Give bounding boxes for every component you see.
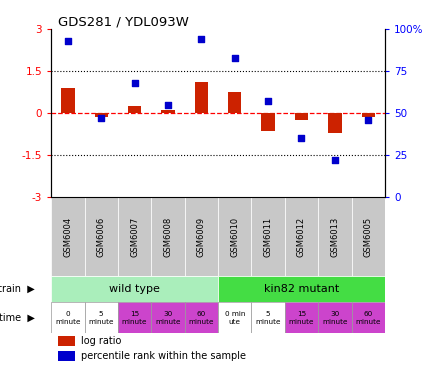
Point [264, 98, 271, 104]
Bar [218, 302, 251, 333]
Text: GSM6013: GSM6013 [330, 216, 340, 257]
Bar [85, 302, 118, 333]
Bar [151, 302, 185, 333]
Point [331, 157, 339, 163]
Text: GDS281 / YDL093W: GDS281 / YDL093W [58, 15, 189, 28]
Bar [185, 197, 218, 276]
Bar [352, 302, 385, 333]
Bar [251, 302, 285, 333]
Text: 0
minute: 0 minute [55, 311, 81, 325]
Bar [118, 302, 151, 333]
Bar [251, 197, 285, 276]
Text: 0 min
ute: 0 min ute [225, 311, 245, 325]
Point [165, 102, 172, 108]
Bar [51, 302, 85, 333]
Bar [58, 351, 75, 361]
Bar [285, 302, 318, 333]
Point [365, 117, 372, 123]
Bar [295, 113, 308, 120]
Text: GSM6011: GSM6011 [263, 216, 273, 257]
Bar [218, 197, 251, 276]
Text: kin82 mutant: kin82 mutant [264, 284, 339, 294]
Point [65, 38, 72, 44]
Bar [85, 197, 118, 276]
Text: GSM6009: GSM6009 [197, 216, 206, 257]
Bar [128, 106, 142, 113]
Point [98, 115, 105, 121]
Text: 60
minute: 60 minute [356, 311, 381, 325]
Text: strain  ▶: strain ▶ [0, 284, 35, 294]
Bar [318, 302, 352, 333]
Text: GSM6004: GSM6004 [63, 216, 73, 257]
Bar [51, 197, 85, 276]
Text: GSM6005: GSM6005 [364, 216, 373, 257]
Text: 30
minute: 30 minute [322, 311, 348, 325]
Text: 30
minute: 30 minute [155, 311, 181, 325]
Point [131, 80, 138, 86]
Bar [95, 113, 108, 117]
Bar [151, 197, 185, 276]
Point [231, 55, 239, 61]
Text: GSM6010: GSM6010 [230, 216, 239, 257]
Bar [362, 113, 375, 117]
Text: time  ▶: time ▶ [0, 313, 35, 323]
Bar [352, 197, 385, 276]
Text: 60
minute: 60 minute [189, 311, 214, 325]
Bar [228, 92, 242, 113]
Text: 15
minute: 15 minute [289, 311, 314, 325]
Bar [262, 113, 275, 131]
Text: 5
minute: 5 minute [89, 311, 114, 325]
Text: percentile rank within the sample: percentile rank within the sample [81, 351, 246, 361]
Bar [118, 197, 151, 276]
Point [198, 37, 205, 42]
Bar [285, 197, 318, 276]
Text: GSM6006: GSM6006 [97, 216, 106, 257]
Bar [61, 88, 75, 113]
Bar [162, 110, 174, 113]
Text: wild type: wild type [109, 284, 160, 294]
Text: GSM6012: GSM6012 [297, 216, 306, 257]
Bar [51, 276, 218, 302]
Text: GSM6008: GSM6008 [163, 216, 173, 257]
Text: 5
minute: 5 minute [255, 311, 281, 325]
Bar [58, 336, 75, 347]
Point [298, 135, 305, 141]
Bar [195, 82, 208, 113]
Text: 15
minute: 15 minute [122, 311, 147, 325]
Bar [328, 113, 342, 133]
Bar [318, 197, 352, 276]
Text: GSM6007: GSM6007 [130, 216, 139, 257]
Text: log ratio: log ratio [81, 336, 121, 346]
Bar [218, 276, 385, 302]
Bar [185, 302, 218, 333]
